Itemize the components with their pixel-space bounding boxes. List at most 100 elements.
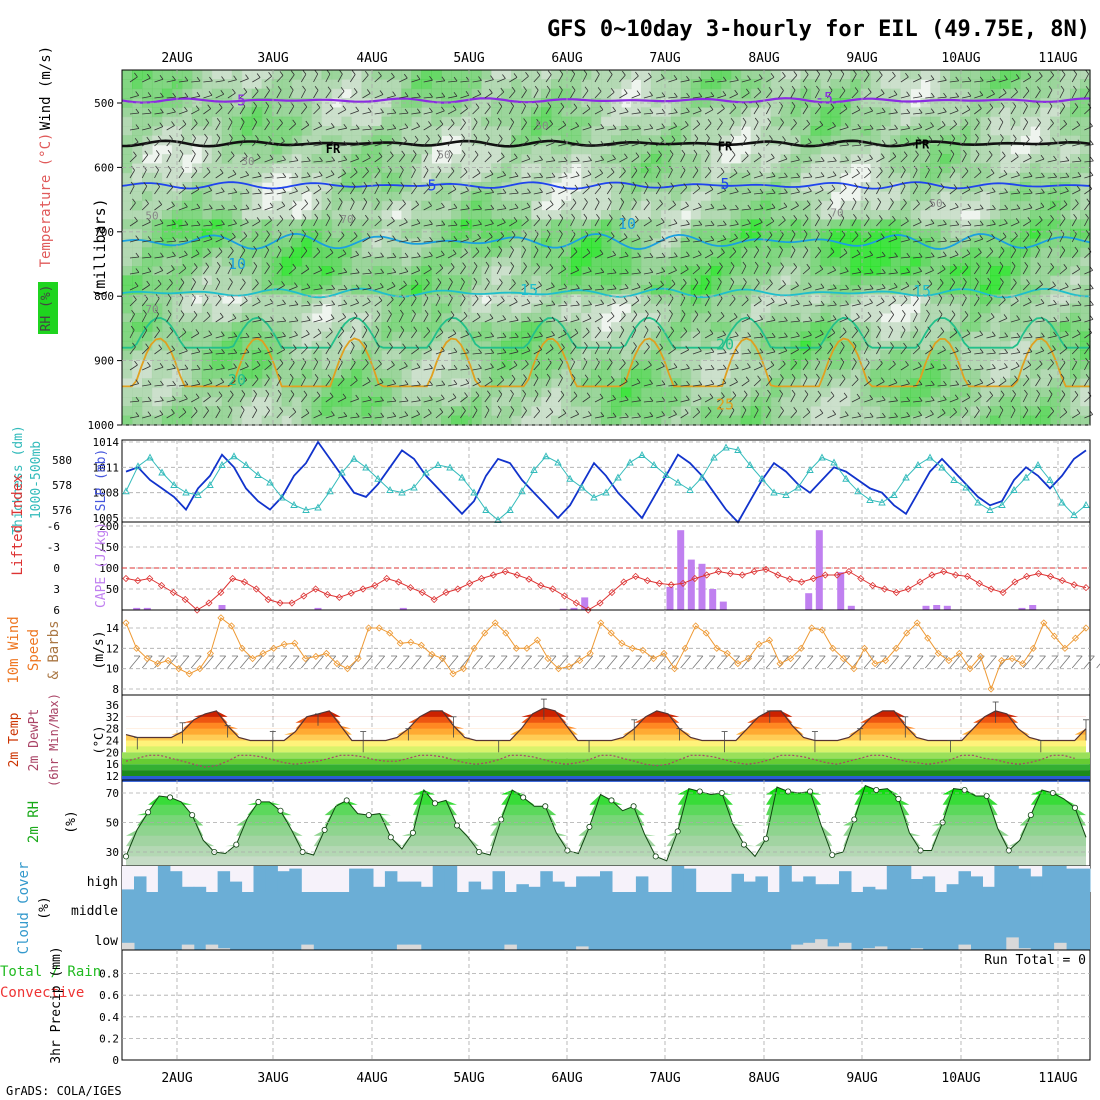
wind-barb <box>411 348 419 355</box>
rh-cell <box>990 135 1001 146</box>
rh-cell <box>341 238 353 249</box>
wind-barb <box>265 101 270 107</box>
wind-barb <box>305 264 310 270</box>
rh-cell <box>900 116 911 127</box>
wind-barb <box>401 294 406 300</box>
rh-cell <box>780 275 792 286</box>
rh-cell <box>132 200 143 211</box>
rh-cell <box>551 368 562 379</box>
wind-barb <box>447 170 455 179</box>
rh-cell <box>960 303 971 314</box>
wind-barb <box>279 118 283 124</box>
rh-cell <box>521 368 532 379</box>
rh-cell <box>241 107 253 118</box>
rh-cell <box>920 163 931 174</box>
rh-cell <box>790 312 802 323</box>
rh-cell <box>151 219 163 230</box>
wind-barb <box>387 325 392 331</box>
rh-cell <box>271 359 283 370</box>
rh-cell <box>990 340 1001 351</box>
rh-cell <box>700 350 712 361</box>
rh-cell <box>261 238 273 249</box>
rh-cell <box>241 322 253 333</box>
rh-cell <box>241 116 253 127</box>
rh-cell <box>211 387 223 398</box>
rh-cell <box>1030 406 1041 417</box>
rh-cell <box>1000 219 1011 230</box>
rh-cell <box>630 163 642 174</box>
rh-cell <box>451 406 462 417</box>
rh-cell <box>231 256 243 267</box>
rh-cell <box>431 116 442 127</box>
rh-cell <box>231 88 243 99</box>
wind-barb <box>378 71 382 77</box>
rh-cell <box>670 182 682 192</box>
wind-barb <box>245 188 250 194</box>
wind-barb <box>337 316 346 323</box>
rh-cell <box>331 368 343 379</box>
rh-cell <box>271 163 283 174</box>
rh-cell <box>221 368 233 379</box>
rh-cell <box>670 88 682 99</box>
rh-cell <box>561 135 572 146</box>
rh-cell <box>890 79 901 90</box>
rh-cell <box>391 406 402 417</box>
rh-cell <box>321 359 333 370</box>
wind-barb <box>154 78 164 83</box>
rh-cell <box>720 200 732 211</box>
rh-cell <box>710 303 722 314</box>
rh-cell <box>950 312 961 323</box>
rh-cell <box>281 88 293 99</box>
rh-cell <box>321 154 333 164</box>
rh-cell <box>920 415 931 426</box>
date-label-bottom: 8AUG <box>748 1071 779 1086</box>
rh-cell <box>521 284 532 295</box>
rh-cell <box>700 387 712 398</box>
rh-cell <box>1000 350 1011 361</box>
rh-cell <box>491 378 502 389</box>
rh-cell <box>261 266 273 277</box>
rh-cell <box>551 312 562 323</box>
rh-cell <box>481 210 492 220</box>
rh-cell <box>291 294 303 305</box>
rh-cell <box>870 79 882 90</box>
rh-cell <box>690 135 702 146</box>
rh-cell <box>431 247 442 258</box>
wind-barb <box>160 236 164 242</box>
wind-barb <box>294 316 299 322</box>
rh-cell <box>351 154 363 164</box>
rh-cell <box>211 350 223 361</box>
wind-barb <box>441 364 446 370</box>
rh-cell <box>840 350 852 361</box>
wind-barb <box>147 361 151 367</box>
rh-cell <box>650 294 662 305</box>
rh-cell <box>191 228 203 239</box>
rh-cell <box>311 107 323 118</box>
rh-cell <box>251 406 263 417</box>
wind-barb <box>314 357 319 363</box>
wind-barb <box>156 182 161 187</box>
rh-cell <box>491 322 502 333</box>
rh-cell <box>700 303 712 314</box>
rh-cell <box>451 256 462 267</box>
rh-cell <box>481 397 492 407</box>
rh-cell <box>1060 350 1071 361</box>
rh-cell <box>1020 406 1031 417</box>
wind-barb <box>301 176 311 179</box>
wind-barb <box>227 79 237 83</box>
wind-barb <box>342 313 347 318</box>
rh-cell <box>561 359 572 370</box>
rh-cell <box>760 163 772 174</box>
rh-cell <box>201 191 213 202</box>
rh-cell <box>421 368 432 379</box>
wind-barb <box>428 345 433 351</box>
wind-barb <box>172 107 176 113</box>
rh-cell <box>880 378 891 389</box>
rh-cell <box>1030 88 1041 99</box>
wind-barb <box>147 411 152 416</box>
rh-cell <box>840 378 852 389</box>
rh-cell <box>670 256 682 267</box>
rh-cell <box>471 247 482 258</box>
wind-barb <box>313 269 322 275</box>
rh-cell <box>371 294 383 305</box>
